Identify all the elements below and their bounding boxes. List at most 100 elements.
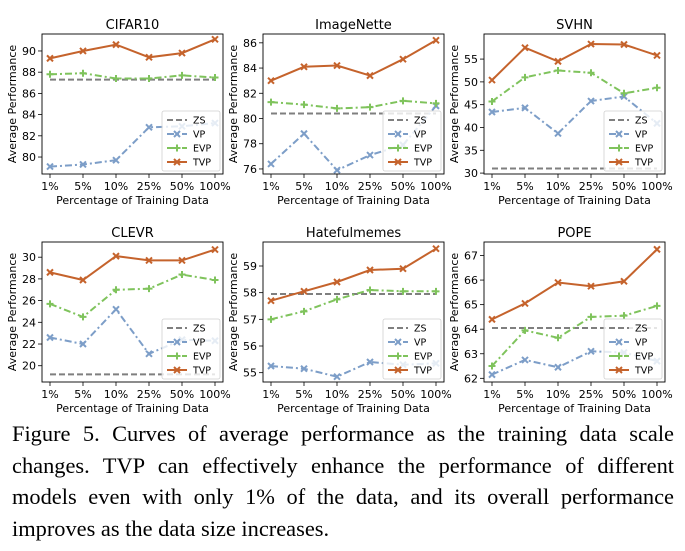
series-line — [49, 72, 216, 80]
legend-marker — [615, 366, 623, 374]
data-point — [267, 98, 275, 106]
y-tick-label: 80 — [243, 113, 257, 126]
data-point — [432, 287, 440, 295]
data-point — [366, 286, 374, 294]
legend-marker — [394, 338, 402, 346]
legend-marker — [173, 144, 181, 152]
data-point — [79, 340, 87, 348]
plot-frame — [41, 241, 224, 383]
legend: ZS VP EVP TVP — [603, 110, 663, 172]
data-point — [112, 75, 120, 83]
series-line — [491, 69, 658, 103]
series-evp — [267, 97, 440, 112]
x-axis-label: Percentage of Training Data — [498, 194, 651, 207]
data-point — [366, 151, 374, 159]
data-point — [620, 89, 628, 97]
data-point — [300, 287, 308, 296]
y-tick-label: 30 — [464, 167, 478, 180]
y-tick-label: 86 — [243, 37, 257, 50]
chart-title: ImageNette — [315, 18, 392, 33]
legend-marker — [615, 158, 623, 166]
legend-label: TVP — [192, 158, 211, 169]
legend-marker — [615, 338, 623, 346]
chart-panel-2: ImageNette 1% 5% 10% 25% 50% 100% 76 78 80 82 84 86 P… — [227, 18, 452, 207]
x-tick-label: 1% — [262, 388, 279, 401]
x-tick-label: 1% — [41, 180, 58, 193]
data-point — [488, 76, 496, 84]
y-tick-label: 22 — [22, 338, 36, 351]
data-point — [112, 252, 120, 260]
data-point — [554, 363, 562, 371]
data-point — [366, 358, 374, 366]
y-tick-label: 84 — [22, 109, 36, 122]
y-tick-label: 82 — [22, 130, 36, 143]
legend-box — [161, 318, 221, 380]
data-point — [521, 73, 529, 81]
data-point — [145, 53, 153, 62]
data-point — [267, 296, 275, 305]
y-tick-label: 56 — [243, 340, 257, 353]
data-point — [488, 108, 496, 116]
data-point — [587, 69, 595, 77]
x-axis-label: Percentage of Training Data — [277, 194, 430, 207]
x-tick-label: 1% — [483, 180, 500, 193]
x-tick-label: 1% — [41, 388, 58, 401]
legend: ZS VP EVP TVP — [382, 318, 442, 380]
legend-marker — [394, 144, 402, 152]
x-tick-label: 50% — [612, 388, 636, 401]
series-line — [270, 247, 437, 302]
y-axis-label: Average Performance — [6, 253, 19, 372]
plot-frame — [262, 241, 445, 383]
data-point — [300, 307, 308, 315]
y-tick-label: 40 — [464, 121, 478, 134]
chart-title: CIFAR10 — [106, 18, 160, 33]
x-tick-label: 10% — [104, 388, 128, 401]
data-point — [178, 71, 186, 79]
legend-label: EVP — [193, 352, 212, 363]
legend-label: TVP — [192, 366, 211, 377]
series-line — [49, 307, 216, 356]
data-point — [620, 312, 628, 320]
figure-5-grid: CIFAR10 1% 5% 10% 25% 50% 100% 80 82 84 86 88 90 Perc… — [6, 18, 673, 415]
legend-box — [603, 318, 663, 380]
data-point — [554, 334, 562, 342]
series-line — [491, 42, 658, 81]
y-tick-label: 63 — [464, 348, 478, 361]
x-tick-label: 50% — [170, 180, 194, 193]
data-point — [399, 97, 407, 105]
x-tick-label: 100% — [199, 180, 230, 193]
data-point — [112, 40, 120, 49]
x-tick-label: 10% — [325, 180, 349, 193]
legend-marker — [173, 352, 181, 360]
series-line — [49, 273, 216, 319]
series-tvp — [46, 245, 219, 284]
data-point — [399, 264, 407, 273]
x-tick-label: 10% — [546, 388, 570, 401]
y-tick-label: 76 — [243, 163, 257, 176]
data-point — [554, 278, 562, 287]
series-evp — [488, 66, 661, 105]
data-point — [46, 162, 54, 171]
data-point — [46, 300, 54, 308]
legend-label: VP — [635, 338, 647, 349]
data-point — [46, 333, 54, 342]
data-point — [521, 299, 529, 308]
y-tick-label: 90 — [22, 45, 36, 58]
data-point — [178, 271, 186, 279]
data-point — [620, 40, 628, 49]
x-tick-label: 50% — [391, 180, 415, 193]
legend-marker — [615, 352, 623, 360]
data-point — [300, 364, 308, 373]
series-tvp — [46, 35, 219, 63]
y-axis-label: Average Performance — [6, 45, 19, 164]
data-point — [366, 71, 374, 80]
series-tvp — [267, 244, 440, 305]
data-point — [521, 356, 529, 364]
y-tick-label: 58 — [243, 287, 257, 300]
y-tick-label: 50 — [464, 76, 478, 89]
data-point — [587, 97, 595, 105]
series-line — [491, 248, 658, 321]
y-tick-label: 62 — [464, 372, 478, 385]
data-point — [366, 266, 374, 274]
data-point — [267, 76, 275, 85]
